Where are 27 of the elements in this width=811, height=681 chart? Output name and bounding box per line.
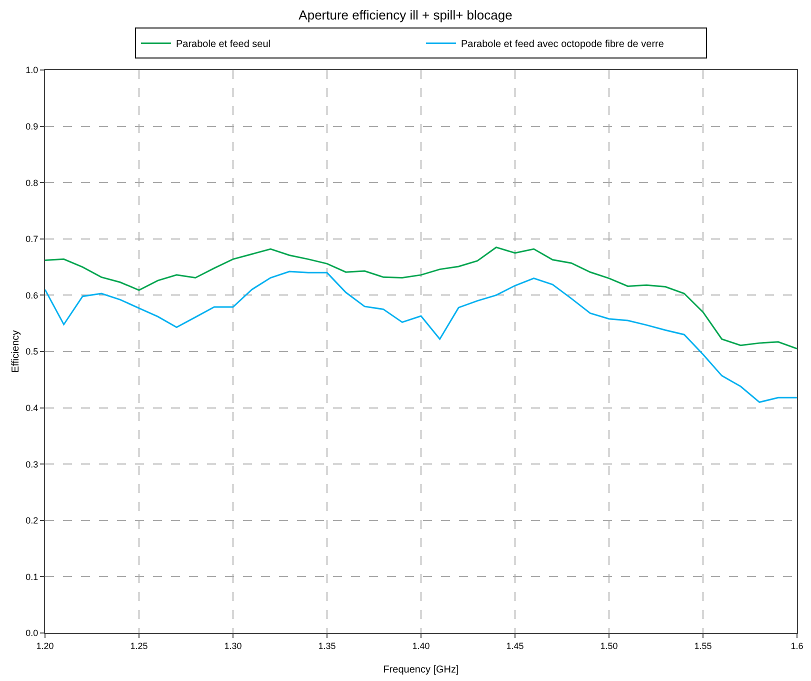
y-tick-label: 0.3: [26, 459, 38, 470]
x-tick-label: 1.45: [506, 640, 524, 651]
y-tick-label: 0.1: [26, 572, 38, 582]
x-tick-label: 1.20: [36, 640, 54, 651]
x-tick-label: 1.30: [224, 640, 242, 651]
y-tick-label: 0.7: [26, 234, 38, 244]
line-series: [45, 246, 797, 350]
x-axis-title: Frequency [GHz]: [383, 664, 460, 676]
y-tick-label: 1.0: [26, 65, 38, 76]
y-tick-label: 0.0: [26, 628, 38, 638]
x-tick-label: 1.6: [790, 640, 804, 651]
y-tick-label: 0.6: [26, 290, 38, 300]
x-tick-label: 1.35: [318, 640, 336, 651]
y-tick-label: 0.5: [26, 346, 38, 357]
x-tick-label: 1.25: [130, 640, 148, 651]
line-series: [45, 270, 797, 403]
x-tick-label: 1.55: [694, 640, 712, 651]
y-tick-label: 0.4: [26, 402, 38, 413]
y-axis-title: Efficiency: [10, 330, 22, 373]
y-tick-label: 0.8: [26, 178, 38, 188]
y-tick-label: 0.2: [26, 516, 38, 526]
x-tick-label: 1.40: [412, 640, 430, 651]
chart-title: Aperture efficiency ill + spill+ blocage: [298, 7, 512, 22]
legend-label: Parabole et feed seul: [176, 39, 271, 50]
y-tick-label: 0.9: [26, 121, 38, 132]
legend-label: Parabole et feed avec octopode fibre de verre: [461, 39, 664, 50]
x-tick-label: 1.50: [600, 640, 618, 651]
